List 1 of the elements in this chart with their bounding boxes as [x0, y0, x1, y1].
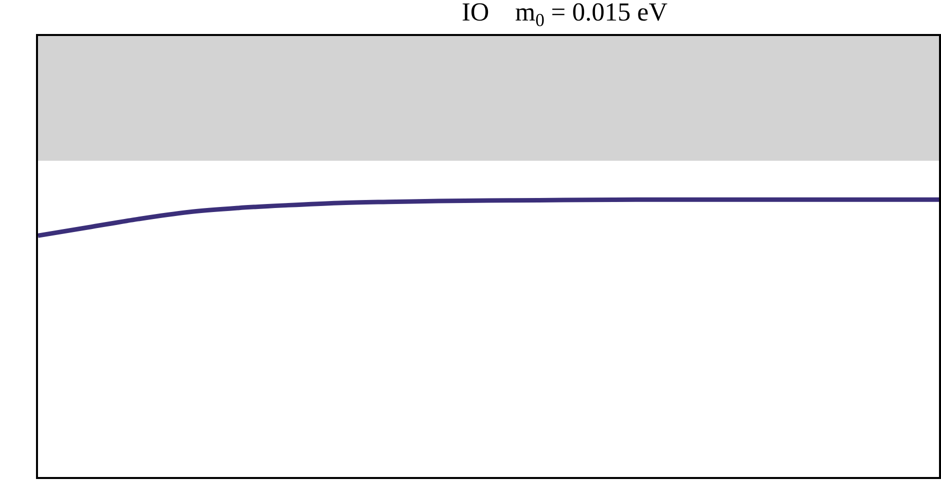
chart-title: IO m$_{0}$ = 0.015 eV: [462, 0, 668, 30]
